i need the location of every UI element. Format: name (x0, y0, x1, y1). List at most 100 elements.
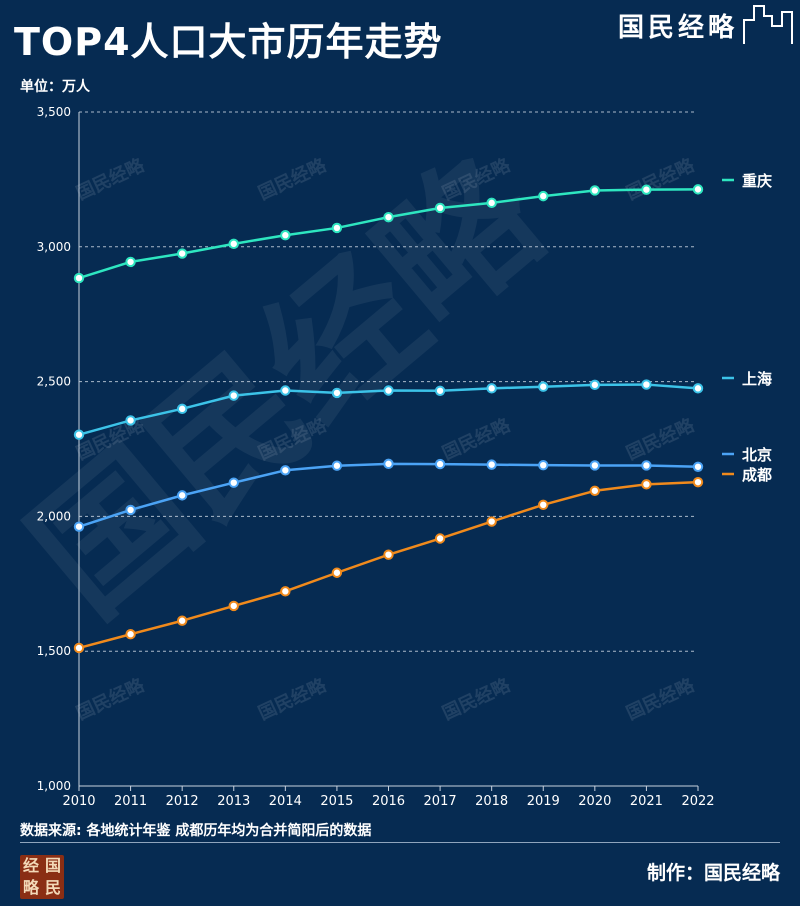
series-beijing (73, 458, 704, 532)
data-point (538, 499, 549, 511)
x-tick-label: 2014 (269, 794, 302, 809)
watermark-text: 国民经略 (623, 154, 698, 205)
series-layer (73, 184, 704, 654)
y-tick-label: 3,500 (37, 105, 71, 119)
data-point (486, 383, 497, 394)
data-point (331, 567, 343, 578)
x-tick-label: 2015 (320, 794, 353, 809)
data-point (176, 490, 188, 501)
data-point (176, 615, 188, 626)
data-point (280, 230, 291, 241)
x-tick-label: 2017 (424, 794, 457, 809)
y-tick-label: 3,000 (37, 240, 71, 254)
data-point (125, 504, 136, 516)
x-tick-label: 2010 (62, 794, 95, 809)
data-point (383, 458, 394, 470)
data-point (692, 383, 704, 394)
x-tick-label: 2022 (681, 794, 714, 809)
unit-label: 单位：万人 (20, 79, 90, 95)
data-point (383, 385, 394, 396)
data-point (641, 379, 652, 390)
data-point (486, 516, 497, 527)
watermark-text: 国民经略 (255, 154, 330, 205)
series-shanghai (73, 379, 704, 440)
data-point (73, 642, 85, 654)
data-point (228, 390, 239, 401)
x-tick-label: 2012 (166, 794, 199, 809)
data-point (331, 387, 343, 399)
x-tick-label: 2018 (475, 794, 508, 809)
data-point (538, 459, 549, 471)
watermark-text: 国民经略 (73, 674, 148, 725)
data-point (641, 479, 652, 490)
data-point (176, 248, 188, 259)
axes: 2010 2011 2012 2013 2014 2015 2016 2017 2018 2019… (62, 112, 715, 809)
brand-logo-text: 国民经略 (617, 13, 738, 43)
grid-lines: 1,000 1,500 2,000 2,500 3,000 3,500 (37, 105, 695, 793)
x-tick-label: 2016 (372, 794, 405, 809)
chart-title: TOP4人口大市历年走势 (14, 20, 443, 64)
series-chongqing (73, 184, 704, 284)
x-tick-label: 2019 (527, 794, 560, 809)
data-point (692, 476, 704, 488)
x-tick-label: 2013 (217, 794, 250, 809)
data-point (73, 429, 85, 440)
data-point (486, 459, 497, 470)
building-icon (743, 5, 793, 44)
watermark-text: 国民经略 (439, 414, 514, 465)
data-point (228, 600, 239, 612)
data-point (434, 458, 446, 470)
series-chengdu (73, 476, 704, 654)
data-point (434, 385, 446, 396)
data-point (692, 461, 704, 472)
data-source-note: 数据来源: 各地统计年鉴 成都历年均为合并简阳后的数据 (20, 823, 372, 839)
x-tick-label: 2020 (578, 794, 611, 809)
data-point (331, 460, 343, 471)
data-point (73, 272, 85, 284)
data-point (125, 629, 136, 640)
data-point (280, 385, 291, 396)
seal-char: 经 (22, 856, 39, 875)
data-point (176, 403, 188, 415)
legend-label: 成都 (742, 466, 772, 484)
data-point (125, 256, 136, 268)
legend-label: 北京 (742, 446, 772, 464)
data-point (589, 485, 601, 496)
legend-label: 上海 (742, 370, 772, 388)
footer-divider (20, 842, 780, 843)
x-tick-label: 2011 (114, 794, 147, 809)
data-point (589, 379, 601, 391)
maker-credit: 制作：国民经略 (646, 862, 780, 884)
seal-char: 民 (44, 878, 61, 897)
data-point (280, 465, 291, 476)
data-point (228, 477, 239, 488)
watermark-text: 国民经略 (623, 414, 698, 465)
data-point (73, 521, 85, 532)
legend-label: 重庆 (742, 172, 772, 190)
data-point (280, 586, 291, 597)
data-point (641, 184, 652, 195)
data-point (125, 415, 136, 426)
data-point (434, 202, 446, 214)
data-point (383, 549, 394, 560)
data-point (589, 185, 601, 196)
y-tick-label: 1,500 (37, 644, 71, 658)
watermark-text: 国民经略 (255, 674, 330, 725)
data-point (434, 533, 446, 544)
data-point (538, 190, 549, 202)
x-tick-label: 2021 (630, 794, 663, 809)
data-point (589, 460, 601, 471)
seal-char: 略 (22, 878, 39, 897)
data-point (641, 460, 652, 471)
watermark-text: 国民经略 (623, 674, 698, 725)
seal-char: 国 (44, 856, 61, 875)
brand-seal: 经 国 略 民 (20, 855, 64, 899)
watermark-text: 国民经略 (439, 674, 514, 725)
data-point (538, 381, 549, 392)
data-point (383, 211, 394, 223)
y-tick-label: 1,000 (37, 779, 71, 793)
data-point (486, 197, 497, 209)
